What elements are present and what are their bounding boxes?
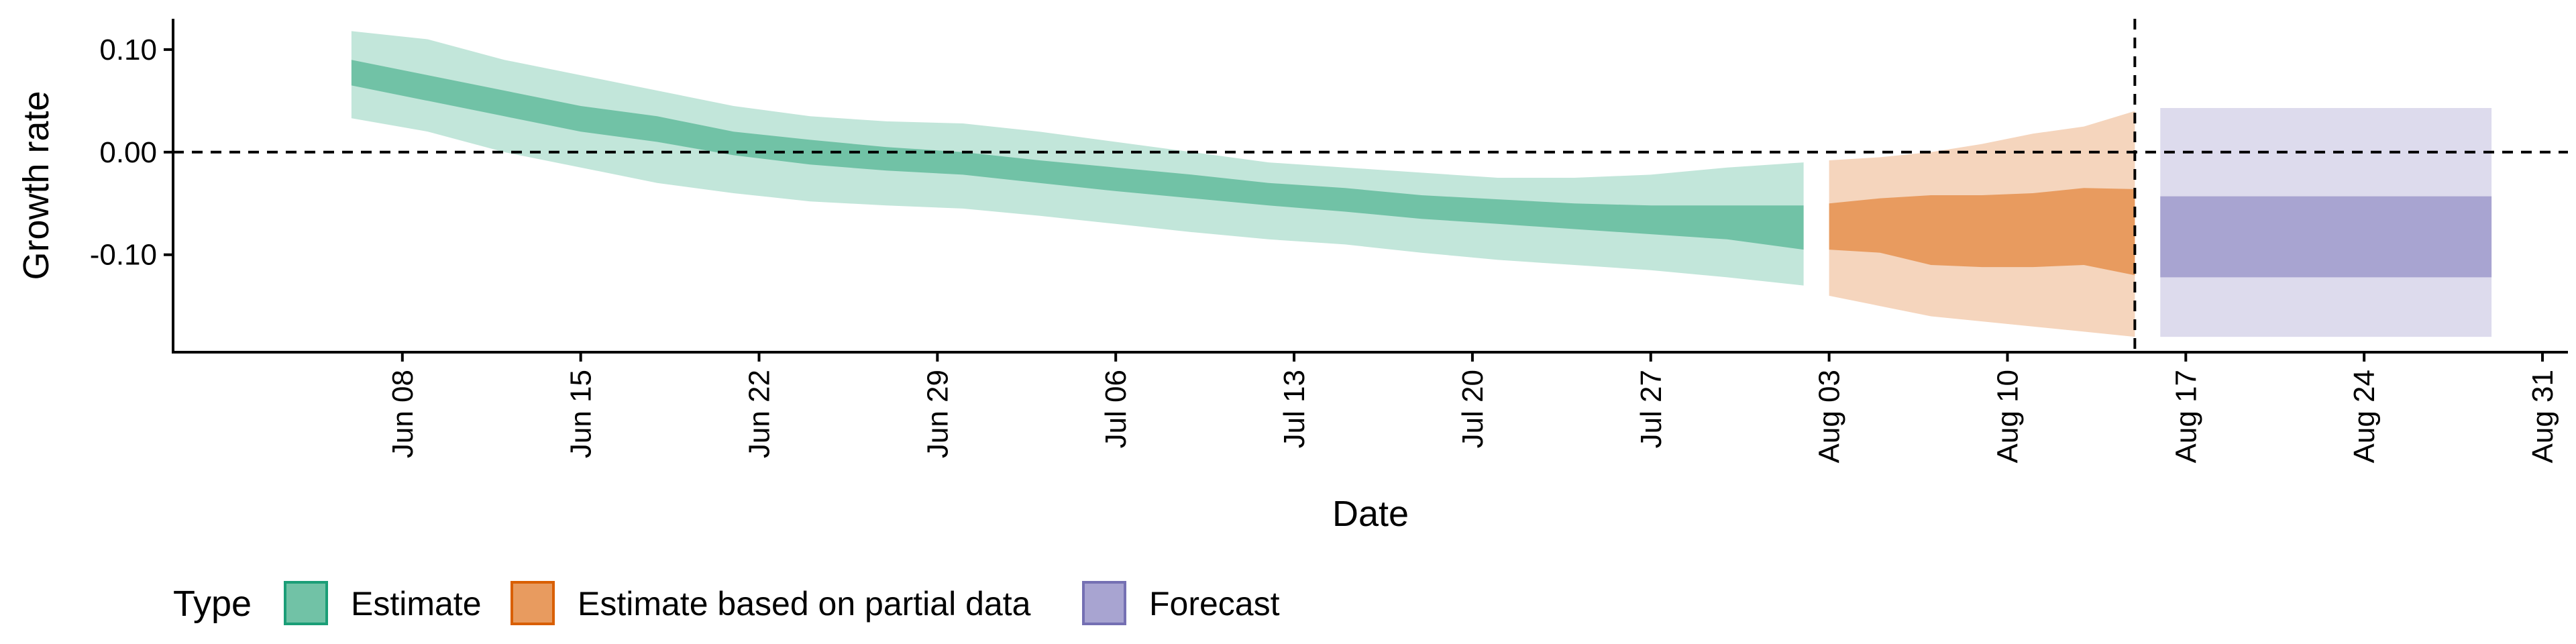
x-tick-label: Jun 22 [743, 370, 776, 458]
y-tick-label: 0.00 [99, 136, 157, 169]
x-axis-label: Date [1332, 494, 1409, 534]
x-tick-label: Jul 20 [1456, 370, 1489, 448]
x-tick-label: Jun 08 [386, 370, 419, 458]
series-2-inner-band [2160, 197, 2491, 278]
x-tick-label: Jul 06 [1099, 370, 1132, 448]
legend-key-2 [1083, 582, 1125, 624]
legend-entry-label: Estimate [351, 585, 482, 623]
y-tick-label: 0.10 [99, 34, 157, 66]
legend-title: Type [173, 584, 252, 624]
legend: Type Estimate Estimate based on partial da… [173, 582, 1280, 624]
x-tick-label: Aug 31 [2526, 370, 2559, 463]
x-tick-label: Aug 03 [1813, 370, 1846, 463]
series-0-outer-band [352, 31, 1804, 285]
legend-key-1 [512, 582, 553, 624]
y-tick-label: -0.10 [90, 239, 157, 272]
x-tick-label: Aug 24 [2348, 370, 2381, 463]
x-tick-label: Jul 13 [1278, 370, 1311, 448]
x-tick-label: Aug 17 [2169, 370, 2202, 463]
x-tick-label: Jul 27 [1635, 370, 1668, 448]
legend-entry-label: Estimate based on partial data [578, 585, 1031, 623]
y-axis-label: Growth rate [16, 91, 56, 280]
bands-layer [352, 31, 2491, 337]
x-tick-label: Jun 15 [565, 370, 598, 458]
x-tick-label: Aug 10 [1991, 370, 2024, 463]
legend-entry-label: Forecast [1149, 585, 1280, 623]
x-tick-label: Jun 29 [921, 370, 954, 458]
legend-key-0 [285, 582, 327, 624]
